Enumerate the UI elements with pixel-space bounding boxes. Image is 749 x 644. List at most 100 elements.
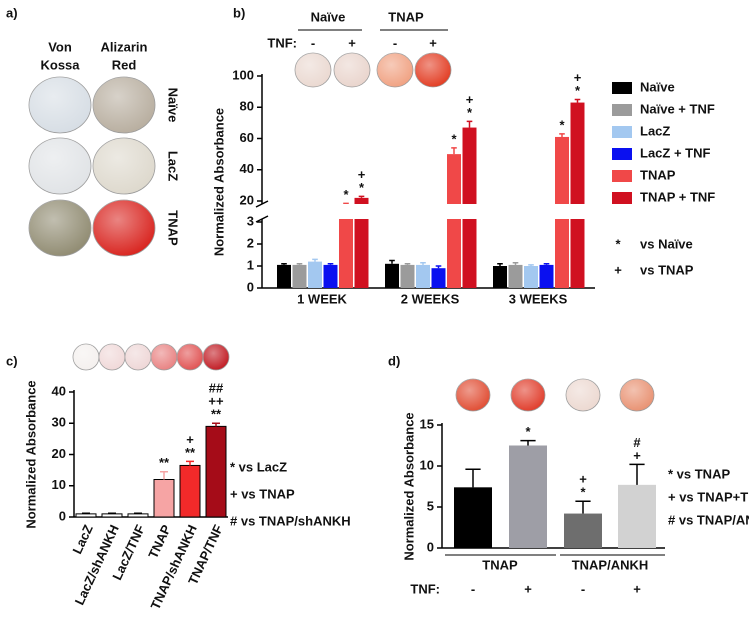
error-bar — [451, 147, 457, 155]
note: * vs TNAP — [668, 466, 730, 481]
y-tick-label: 1 — [247, 257, 254, 272]
error-bar — [528, 264, 534, 266]
column-label: Von — [48, 39, 72, 54]
legend-swatch — [612, 170, 632, 182]
error-bar — [497, 263, 503, 266]
error-bar — [108, 512, 116, 514]
bar — [127, 513, 149, 518]
dish-sheen — [125, 344, 151, 370]
y-axis-title: Normalized Absorbance — [23, 380, 38, 528]
error-bar — [404, 263, 411, 265]
dish-sheen — [99, 344, 125, 370]
note-symbol: + — [614, 262, 622, 277]
error-bar — [212, 422, 220, 427]
legend-label: TNAP + TNF — [640, 189, 715, 204]
y-tick-label: 60 — [240, 130, 254, 145]
dish-sheen — [377, 53, 413, 87]
error-bar — [520, 439, 536, 446]
y-axis-title: Normalized Absorbance — [401, 412, 416, 560]
dish-sheen — [29, 200, 91, 256]
error-bar — [420, 261, 426, 265]
significance-marker: * — [525, 424, 531, 439]
y-tick-label: 40 — [240, 161, 254, 176]
dish-sheen — [93, 138, 155, 194]
bar — [564, 513, 602, 548]
bar — [416, 264, 430, 288]
legend-label: TNAP — [640, 167, 676, 182]
legend-label: Naïve + TNF — [640, 101, 715, 116]
bar — [454, 487, 492, 548]
legend-swatch — [612, 192, 632, 204]
y-tick-label: 0 — [427, 539, 434, 554]
axis-break-mark — [255, 215, 269, 223]
y-tick-label: 15 — [420, 416, 434, 431]
error-bar — [389, 259, 395, 264]
error-bar — [466, 120, 473, 128]
error-bar — [358, 195, 365, 198]
tnf-label: TNF: — [410, 581, 440, 596]
y-tick-label: 20 — [52, 446, 66, 461]
bar — [153, 479, 175, 518]
panel-label: d) — [388, 353, 400, 368]
bar — [508, 264, 523, 288]
y-tick-label: 20 — [240, 192, 254, 207]
significance-marker: ** — [159, 455, 170, 470]
x-tick-label: - — [471, 581, 475, 596]
legend-label: Naïve — [640, 79, 675, 94]
significance-marker: + — [574, 70, 582, 85]
panel-label: c) — [6, 353, 18, 368]
significance-marker: * — [451, 131, 457, 146]
tnf-label: TNF: — [267, 35, 297, 50]
bar — [618, 484, 656, 548]
error-bar — [559, 133, 565, 137]
tnf-sign: - — [311, 35, 315, 50]
legend-label: LacZ + TNF — [640, 145, 710, 160]
significance-marker: + — [633, 448, 641, 463]
x-tick-label: + — [524, 581, 532, 596]
y-tick-label: 10 — [420, 457, 434, 472]
y-tick-label: 30 — [52, 415, 66, 430]
note-text: vs TNAP — [640, 262, 694, 277]
significance-marker: * — [575, 83, 581, 98]
tnf-sign: + — [429, 35, 437, 50]
bar — [292, 264, 307, 288]
y-tick-label: 0 — [247, 279, 254, 294]
error-bar — [574, 98, 581, 103]
note: + vs TNAP+TNF — [668, 489, 749, 504]
significance-marker: * — [580, 485, 586, 500]
dish-sheen — [566, 379, 600, 411]
bar — [308, 261, 322, 288]
dish-sheen — [334, 53, 370, 87]
significance-marker: + — [186, 432, 194, 447]
legend-swatch — [612, 104, 632, 116]
dish-sheen — [456, 379, 490, 411]
note-symbol: * — [615, 236, 621, 251]
group-header: Naïve — [311, 9, 346, 24]
error-bar — [465, 468, 481, 488]
x-tick-label: - — [581, 581, 585, 596]
bar — [524, 266, 538, 288]
note: # vs TNAP/ANKH — [668, 512, 749, 527]
bar — [570, 102, 585, 288]
y-axis-title: Normalized Absorbance — [211, 108, 226, 256]
bar — [509, 445, 547, 548]
significance-marker: * — [343, 187, 349, 202]
error-bar — [435, 265, 442, 269]
error-bar — [312, 258, 318, 262]
bar — [431, 268, 446, 288]
significance-marker: ** — [211, 407, 222, 422]
dish-sheen — [295, 53, 331, 87]
bar — [277, 264, 291, 288]
bar — [101, 513, 123, 518]
x-tick-label: TNAP — [145, 522, 174, 561]
x-tick-label: LacZ — [69, 522, 95, 556]
significance-marker: # — [633, 435, 641, 450]
row-label: LacZ — [166, 151, 181, 181]
dish-sheen — [620, 379, 654, 411]
dish-sheen — [511, 379, 545, 411]
dish-sheen — [29, 138, 91, 194]
bar — [354, 197, 369, 288]
x-tick-label: 1 WEEK — [297, 291, 347, 306]
note-text: vs Naïve — [640, 236, 693, 251]
